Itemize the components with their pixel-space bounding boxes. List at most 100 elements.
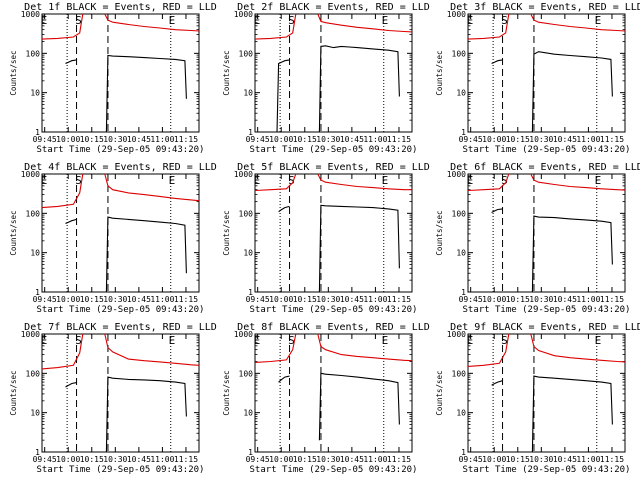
x-tick-label: 11:15 [387,295,411,304]
y-tick-label: 1000 [447,10,466,19]
y-axis-label: Counts/sec [435,210,444,255]
y-axis-label: Counts/sec [9,370,18,415]
interval-marker-s: S [288,14,295,27]
series-line-lld [41,13,84,40]
x-tick-label: 10:00 [482,455,506,464]
x-axis-label: Start Time (29-Sep-05 09:43:20) [37,465,205,475]
series-line-lld [467,173,510,192]
series-line-events [105,54,187,133]
series-line-lld [467,333,510,367]
x-tick-label: 09:45 [246,455,270,464]
series-line-lld [104,13,200,32]
x-tick-label: 11:00 [150,295,174,304]
x-tick-label: 10:15 [506,455,530,464]
detector-panel-6: Det 6f BLACK = Events, RED = LLD 1 10 100 10… [435,162,640,315]
plot-frame [254,173,413,293]
series-line-lld [317,333,413,362]
y-tick-label: 100 [26,369,41,378]
y-tick-label: 1000 [21,10,40,19]
x-axis-label: Start Time (29-Sep-05 09:43:20) [250,465,418,475]
y-tick-label: 1 [248,128,253,137]
detector-panel-8: Det 8f BLACK = Events, RED = LLD 1 10 100 10… [222,322,430,475]
panel-title: Det 2f BLACK = Events, RED = LLD [237,2,430,13]
x-axis-label: Start Time (29-Sep-05 09:43:20) [463,465,631,475]
interval-marker-s: S [75,174,82,187]
interval-marker-e: E [254,174,261,187]
series-line-events [105,376,187,453]
series-line-events [65,218,77,225]
plot-frame [467,173,626,293]
y-tick-label: 1000 [447,330,466,339]
y-tick-label: 10 [456,409,466,418]
plot-frame [467,13,626,133]
series-line-events [531,51,613,133]
x-tick-label: 10:45 [127,455,151,464]
series-line-lld [467,13,510,40]
panel-title: Det 4f BLACK = Events, RED = LLD [24,162,217,173]
series-line-events [531,215,613,293]
x-tick-label: 10:15 [506,295,530,304]
panel-title: Det 9f BLACK = Events, RED = LLD [450,322,640,333]
x-tick-label: 10:15 [293,295,317,304]
interval-marker-e: E [595,174,602,187]
x-tick-label: 09:45 [33,295,57,304]
panel-title: Det 1f BLACK = Events, RED = LLD [24,2,217,13]
y-tick-label: 1000 [447,170,466,179]
series-line-events [491,208,503,213]
y-tick-label: 1 [35,448,40,457]
x-tick-label: 11:15 [174,295,198,304]
series-line-events [65,382,77,388]
series-line-lld [317,13,413,33]
x-tick-label: 10:00 [269,455,293,464]
y-tick-label: 100 [239,49,254,58]
series-line-lld [530,333,626,363]
detector-panel-4: Det 4f BLACK = Events, RED = LLD 1 10 100 10… [9,162,217,315]
interval-marker-e: E [382,174,389,187]
series-line-events [278,205,290,213]
x-tick-label: 10:00 [482,295,506,304]
y-tick-label: 1 [35,288,40,297]
interval-marker-e: E [467,174,474,187]
y-tick-label: 1000 [21,330,40,339]
series-line-events [531,375,613,453]
x-axis-label: Start Time (29-Sep-05 09:43:20) [37,145,205,155]
y-axis-label: Counts/sec [222,210,231,255]
y-tick-label: 10 [243,89,253,98]
y-tick-label: 1000 [234,10,253,19]
x-tick-label: 10:00 [269,295,293,304]
plot-frame [254,333,413,453]
series-line-lld [254,333,297,363]
x-tick-label: 11:00 [150,135,174,144]
x-tick-label: 10:30 [529,455,553,464]
x-tick-label: 11:15 [174,455,198,464]
x-tick-label: 09:45 [33,455,57,464]
series-line-lld [254,173,297,192]
panel-title: Det 6f BLACK = Events, RED = LLD [450,162,640,173]
panel-title: Det 7f BLACK = Events, RED = LLD [24,322,217,333]
x-tick-label: 11:15 [387,135,411,144]
interval-marker-s: S [501,334,508,347]
x-axis-label: Start Time (29-Sep-05 09:43:20) [463,145,631,155]
interval-marker-e: E [382,334,389,347]
interval-marker-e: E [467,14,474,27]
y-tick-label: 100 [239,369,254,378]
y-tick-label: 1 [248,448,253,457]
x-tick-label: 11:15 [387,455,411,464]
y-tick-label: 10 [30,89,40,98]
x-tick-label: 10:45 [553,135,577,144]
x-tick-label: 10:30 [529,135,553,144]
panel-title: Det 3f BLACK = Events, RED = LLD [450,2,640,13]
x-tick-label: 09:45 [246,135,270,144]
y-tick-label: 100 [452,49,467,58]
x-tick-label: 11:00 [150,455,174,464]
series-line-lld [530,173,626,191]
y-tick-label: 100 [26,49,41,58]
y-axis-label: Counts/sec [9,210,18,255]
interval-marker-e: E [595,334,602,347]
interval-marker-e: E [169,174,176,187]
interval-marker-s: S [288,334,295,347]
x-tick-label: 11:15 [600,455,624,464]
y-tick-label: 100 [239,209,254,218]
interval-marker-e: E [169,334,176,347]
y-tick-label: 100 [26,209,41,218]
